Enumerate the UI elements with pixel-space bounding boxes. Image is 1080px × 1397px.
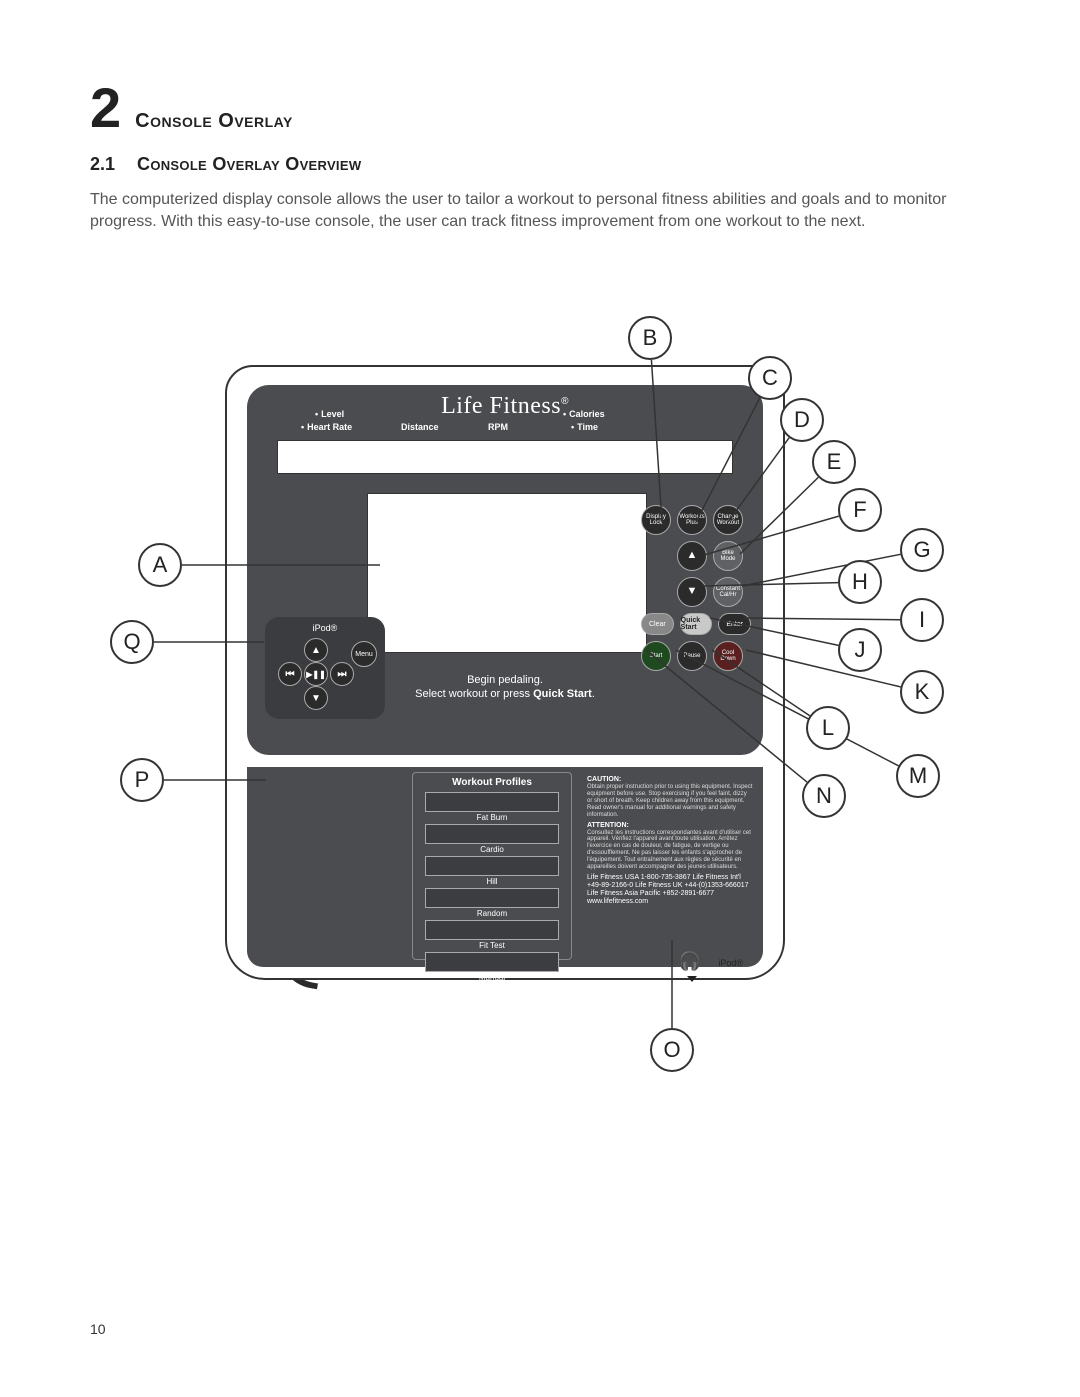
caution-heading-1: CAUTION: [587, 776, 753, 784]
callout-e: E [812, 440, 856, 484]
profile-label: Fat Burn [413, 813, 571, 822]
constant-cal-button[interactable]: Constant Cal/Hr [713, 577, 743, 607]
callout-f: F [838, 488, 882, 532]
console-body: Life Fitness® Level Calories Heart Rate … [225, 365, 785, 980]
begin-line2-pre: Select workout or press [415, 688, 533, 700]
console-figure: Life Fitness® Level Calories Heart Rate … [90, 300, 990, 1080]
headphone-label: iPod® [718, 958, 743, 968]
profile-label: Fit Test [413, 941, 571, 950]
callout-c: C [748, 356, 792, 400]
profile-graphic [425, 792, 559, 812]
contact-info: Life Fitness USA 1-800-735-3867 Life Fit… [587, 874, 753, 906]
ipod-prev-button[interactable]: ⏮ [278, 662, 302, 686]
workout-profile-screen [367, 493, 647, 653]
brand-reg: ® [561, 396, 569, 407]
callout-l: L [806, 706, 850, 750]
workouts-plus-button[interactable]: Workouts Plus [677, 505, 707, 535]
enter-button[interactable]: Enter [718, 613, 751, 635]
caution-text-2: Consultez les instructions correspondant… [587, 830, 751, 870]
section-title: Console Overlay Overview [137, 154, 361, 175]
page-number: 10 [90, 1321, 106, 1337]
profile-label: Random [413, 909, 571, 918]
caution-text-box: CAUTION: Obtain proper instruction prior… [587, 773, 753, 957]
console-lower-panel: Workout Profiles Fat Burn Cardio Hill Rando… [247, 767, 763, 967]
bike-mode-button[interactable]: Bike Mode [713, 541, 743, 571]
headphone-icon: 🎧 [679, 951, 701, 972]
console-upper-panel: Life Fitness® Level Calories Heart Rate … [247, 385, 763, 755]
ipod-menu-button[interactable]: Menu [351, 641, 377, 667]
arrow-down-button[interactable]: ▼ [677, 577, 707, 607]
ipod-down-button[interactable]: ▼ [304, 686, 328, 710]
display-lock-button[interactable]: Display Lock [641, 505, 671, 535]
ipod-title: iPod® [265, 623, 385, 633]
label-level: Level [315, 409, 344, 419]
headphone-arrow-icon [687, 976, 697, 982]
label-heartrate: Heart Rate [301, 422, 352, 432]
label-rpm: RPM [488, 422, 508, 432]
profile-label: Hill [413, 877, 571, 886]
cool-down-button[interactable]: Cool Down [713, 641, 743, 671]
ipod-next-button[interactable]: ⏭ [330, 662, 354, 686]
profile-graphic [425, 824, 559, 844]
chapter-title: Console Overlay [135, 110, 293, 133]
callout-m: M [896, 754, 940, 798]
top-label-row: Level Calories Heart Rate Distance RPM T… [273, 409, 737, 437]
begin-line2-bold: Quick Start [533, 688, 592, 700]
ipod-playpause-button[interactable]: ▶❚❚ [304, 662, 328, 686]
callout-k: K [900, 670, 944, 714]
begin-line1: Begin pedaling. [467, 674, 543, 686]
section-number: 2.1 [90, 154, 115, 175]
callout-h: H [838, 560, 882, 604]
profile-graphic [425, 888, 559, 908]
callout-j: J [838, 628, 882, 672]
profile-graphic [425, 920, 559, 940]
start-button[interactable]: Start [641, 641, 671, 671]
label-distance: Distance [401, 422, 439, 432]
callout-a: A [138, 543, 182, 587]
lcd-message-strip [277, 440, 733, 474]
begin-line2-post: . [592, 688, 595, 700]
callout-b: B [628, 316, 672, 360]
profile-graphic [425, 856, 559, 876]
chapter-number: 2 [90, 80, 121, 136]
ipod-control-cluster: iPod® ▲ ▼ ⏮ ⏭ ▶❚❚ Menu [265, 617, 385, 719]
ipod-up-button[interactable]: ▲ [304, 638, 328, 662]
callout-n: N [802, 774, 846, 818]
caution-heading-2: ATTENTION: [587, 822, 753, 830]
label-calories: Calories [563, 409, 605, 419]
workout-profiles-title: Workout Profiles [413, 773, 571, 790]
callout-i: I [900, 598, 944, 642]
label-time: Time [571, 422, 598, 432]
quick-start-button[interactable]: Quick Start [680, 613, 713, 635]
workout-profiles-box: Workout Profiles Fat Burn Cardio Hill Rando… [412, 772, 572, 960]
profile-graphic [425, 952, 559, 972]
clear-button[interactable]: Clear [641, 613, 674, 635]
body-paragraph: The computerized display console allows … [90, 189, 990, 232]
pause-button[interactable]: Pause [677, 641, 707, 671]
profile-label: Manual [413, 973, 571, 982]
ipod-dpad: ▲ ▼ ⏮ ⏭ ▶❚❚ [281, 641, 351, 711]
caution-text-1: Obtain proper instruction prior to using… [587, 784, 752, 818]
change-workout-button[interactable]: Change Workout [713, 505, 743, 535]
arrow-up-button[interactable]: ▲ [677, 541, 707, 571]
callout-p: P [120, 758, 164, 802]
callout-o: O [650, 1028, 694, 1072]
callout-q: Q [110, 620, 154, 664]
callout-d: D [780, 398, 824, 442]
callout-g: G [900, 528, 944, 572]
right-button-cluster: Display Lock Workouts Plus Change Workou… [641, 505, 751, 677]
profile-label: Cardio [413, 845, 571, 854]
